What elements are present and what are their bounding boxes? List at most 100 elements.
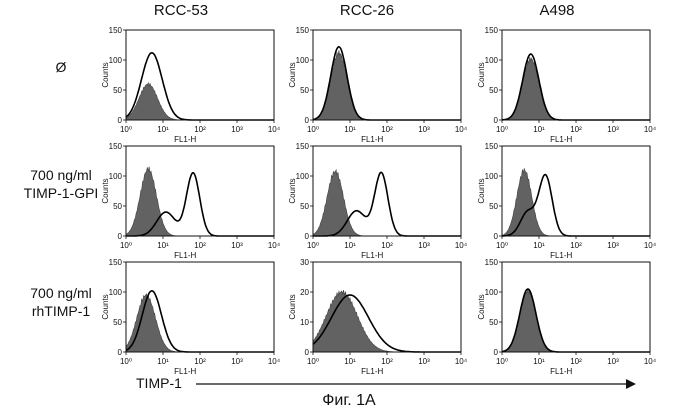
figure-caption: Фиг. 1А: [322, 392, 376, 409]
y-tick-label: 100: [296, 172, 310, 181]
x-tick-label: 10⁴: [455, 241, 468, 250]
y-axis-title: Counts: [289, 178, 297, 203]
histogram-svg: 10⁰ 10¹ 10² 10³ 10⁴ 0 50 100 150 FL1-H Counts: [478, 142, 657, 260]
y-tick-label: 10: [300, 318, 309, 327]
y-tick-label: 0: [305, 348, 310, 357]
row-label-control-line: Ø: [55, 59, 67, 75]
x-tick-label: 10³: [418, 125, 430, 134]
y-tick-label: 30: [300, 258, 309, 267]
histogram-panel: 10⁰ 10¹ 10² 10³ 10⁴ 0 50 100 150 FL1-H Counts: [478, 256, 660, 378]
x-tick-label: 10⁰: [496, 125, 508, 134]
x-tick-label: 10³: [607, 357, 619, 366]
x-axis-title: FL1-H: [550, 135, 572, 144]
y-tick-label: 50: [113, 202, 122, 211]
column-title-rcc-53: RCC-53: [153, 2, 209, 19]
x-tick-label: 10³: [231, 241, 243, 250]
y-tick-label: 150: [296, 26, 310, 35]
y-tick-label: 100: [296, 56, 310, 65]
y-axis-title: Counts: [102, 294, 110, 319]
y-tick-label: 150: [109, 26, 123, 35]
y-axis-title: Counts: [289, 294, 297, 319]
x-tick-label: 10⁴: [455, 357, 468, 366]
y-tick-label: 50: [113, 318, 122, 327]
row-label-rhtimp-1-line-2: rhTIMP-1: [31, 303, 91, 319]
x-tick-label: 10³: [607, 125, 619, 134]
x-tick-label: 10³: [607, 241, 619, 250]
x-axis-title: FL1-H: [174, 367, 196, 376]
x-tick-label: 10⁰: [120, 125, 132, 134]
y-tick-label: 50: [113, 86, 122, 95]
x-tick-label: 10⁴: [644, 357, 657, 366]
histogram-svg: 10⁰ 10¹ 10² 10³ 10⁴ 0 50 100 150 FL1-H Counts: [102, 26, 281, 144]
y-tick-label: 50: [489, 86, 498, 95]
x-tick-label: 10⁰: [307, 125, 319, 134]
x-tick-label: 10⁴: [268, 357, 281, 366]
x-tick-label: 10⁰: [496, 241, 508, 250]
y-axis-title: Counts: [478, 178, 486, 203]
y-axis-title: Counts: [102, 62, 110, 87]
y-tick-label: 100: [109, 56, 123, 65]
x-tick-label: 10¹: [157, 241, 169, 250]
x-axis-title: FL1-H: [361, 251, 383, 260]
histogram-filled-series: [125, 293, 274, 353]
y-tick-label: 50: [300, 86, 309, 95]
histogram-filled-series: [125, 81, 274, 121]
y-tick-label: 150: [485, 142, 499, 151]
histogram-filled-series: [312, 50, 461, 121]
y-tick-label: 0: [494, 116, 499, 125]
x-tick-label: 10³: [418, 241, 430, 250]
x-tick-label: 10²: [381, 357, 393, 366]
x-axis-title: FL1-H: [550, 251, 572, 260]
y-tick-label: 0: [305, 116, 310, 125]
y-tick-label: 50: [300, 202, 309, 211]
x-tick-label: 10²: [381, 125, 393, 134]
row-label-timp-1-gpi-line-1: 700 ng/ml: [30, 167, 92, 183]
x-axis-title: FL1-H: [174, 251, 196, 260]
histogram-panel: 10⁰ 10¹ 10² 10³ 10⁴ 0 50 100 150 FL1-H Counts: [289, 24, 471, 146]
x-tick-label: 10²: [194, 125, 206, 134]
row-label-rhtimp-1: 700 ng/ml rhTIMP-1: [2, 284, 120, 320]
histogram-filled-series: [501, 168, 650, 237]
row-label-timp-1-gpi: 700 ng/ml TIMP-1-GPI: [2, 166, 120, 202]
x-tick-label: 10¹: [344, 241, 356, 250]
y-tick-label: 0: [118, 232, 123, 241]
y-tick-label: 150: [485, 258, 499, 267]
y-tick-label: 100: [485, 56, 499, 65]
x-tick-label: 10¹: [533, 357, 545, 366]
y-tick-label: 100: [109, 172, 123, 181]
x-axis-title: FL1-H: [550, 367, 572, 376]
y-tick-label: 0: [118, 348, 123, 357]
y-axis-title: Counts: [478, 62, 486, 87]
y-tick-label: 100: [485, 172, 499, 181]
x-tick-label: 10⁰: [307, 241, 319, 250]
y-tick-label: 150: [485, 26, 499, 35]
histogram-filled-series: [312, 290, 461, 353]
row-label-timp-1-gpi-line-2: TIMP-1-GPI: [23, 185, 99, 201]
x-tick-label: 10⁴: [455, 125, 468, 134]
x-tick-label: 10⁴: [268, 125, 281, 134]
x-tick-label: 10⁴: [268, 241, 281, 250]
histogram-panel: 10⁰ 10¹ 10² 10³ 10⁴ 0 10 20 30 FL1-H Counts: [289, 256, 471, 378]
x-axis-title: FL1-H: [174, 135, 196, 144]
row-label-control: Ø: [2, 58, 120, 76]
x-tick-label: 10⁴: [644, 241, 657, 250]
y-axis-title: Counts: [289, 62, 297, 87]
x-tick-label: 10⁴: [644, 125, 657, 134]
histogram-svg: 10⁰ 10¹ 10² 10³ 10⁴ 0 50 100 150 FL1-H Counts: [102, 258, 281, 376]
y-tick-label: 50: [489, 318, 498, 327]
x-tick-label: 10⁰: [120, 357, 132, 366]
x-axis-title: FL1-H: [361, 135, 383, 144]
histogram-panel: 10⁰ 10¹ 10² 10³ 10⁴ 0 50 100 150 FL1-H Counts: [102, 140, 284, 262]
y-tick-label: 150: [109, 142, 123, 151]
y-tick-label: 0: [305, 232, 310, 241]
x-tick-label: 10³: [231, 357, 243, 366]
x-tick-label: 10²: [570, 125, 582, 134]
row-label-rhtimp-1-line-1: 700 ng/ml: [30, 285, 92, 301]
histogram-svg: 10⁰ 10¹ 10² 10³ 10⁴ 0 50 100 150 FL1-H Counts: [102, 142, 281, 260]
y-tick-label: 100: [485, 288, 499, 297]
x-tick-label: 10¹: [344, 357, 356, 366]
y-tick-label: 50: [489, 202, 498, 211]
x-tick-label: 10²: [570, 241, 582, 250]
histogram-panel: 10⁰ 10¹ 10² 10³ 10⁴ 0 50 100 150 FL1-H Counts: [102, 256, 284, 378]
y-axis-title: Counts: [102, 178, 110, 203]
